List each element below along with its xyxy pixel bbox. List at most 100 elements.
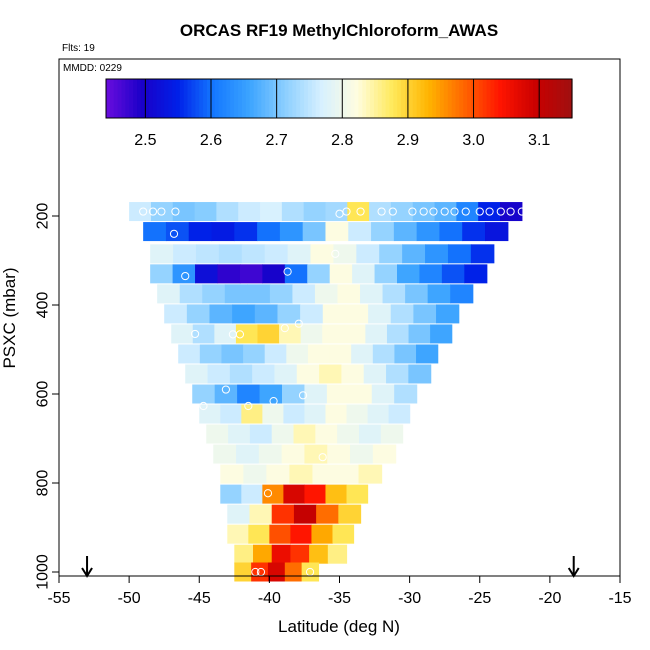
heat-cell (338, 504, 362, 524)
heat-cell (329, 264, 353, 284)
sample-point (294, 319, 303, 328)
heat-cell (293, 504, 317, 524)
colorbar-swatch (296, 79, 301, 118)
colorbar-swatch (397, 79, 402, 118)
heat-cell (402, 244, 426, 264)
heat-cell (216, 202, 239, 222)
colorbar-swatch (393, 79, 398, 118)
colorbar-swatch (230, 79, 235, 118)
x-tick-label: -30 (398, 590, 421, 607)
heat-cell (346, 484, 369, 504)
heat-cell (199, 344, 223, 364)
heat-cell (271, 544, 292, 564)
heat-cell (277, 304, 301, 324)
heat-cell (325, 222, 349, 242)
heat-cell (416, 222, 441, 242)
colorbar-swatch (529, 79, 534, 118)
heat-cell (150, 202, 174, 222)
heat-cell (425, 244, 449, 264)
heat-cell (281, 384, 306, 404)
colorbar-swatch (412, 79, 418, 118)
heat-cell (358, 424, 382, 444)
x-tick-label: -50 (118, 590, 141, 607)
heat-cell (296, 364, 320, 384)
sample-point (221, 385, 230, 394)
chart-title: ORCAS RF19 MethylChloroform_AWAS (180, 21, 498, 40)
heat-cell (171, 324, 194, 344)
heat-cell (371, 222, 395, 242)
heat-cell (257, 222, 281, 242)
heat-cell (207, 364, 231, 384)
sample-point (506, 207, 515, 216)
x-tick-label: -15 (608, 590, 631, 607)
sample-markers (139, 207, 526, 577)
colorbar-swatch (106, 79, 111, 118)
heat-cell (397, 264, 421, 284)
heat-cell (386, 324, 410, 344)
heat-cell (427, 284, 451, 304)
sample-point (429, 207, 438, 216)
heat-cell (214, 384, 238, 404)
colorbar-swatch (269, 79, 274, 118)
sample-point (157, 207, 166, 216)
y-tick-label: 200 (35, 203, 52, 230)
colorbar-swatch (354, 79, 360, 118)
heat-cell (262, 484, 284, 504)
heat-cell (405, 284, 429, 304)
heat-cell (327, 444, 351, 464)
colorbar-swatch (443, 79, 449, 118)
colorbar-swatch (183, 79, 189, 118)
sample-point (356, 207, 365, 216)
heat-cell (188, 222, 213, 242)
colorbar-swatch (121, 79, 127, 118)
heat-cell (290, 524, 313, 544)
heat-cell (243, 344, 266, 364)
colorbar-swatch (560, 79, 565, 118)
colorbar-swatch (272, 79, 278, 118)
colorbar-swatch (451, 79, 457, 118)
heat-cell (325, 484, 348, 504)
colorbar-swatch (137, 79, 142, 118)
heat-cell (309, 544, 329, 564)
sample-point (298, 391, 308, 400)
down-arrow-icon (567, 556, 580, 578)
sample-point (461, 207, 470, 216)
colorbar-swatch (175, 79, 181, 118)
heat-cell (371, 384, 395, 404)
colorbar-swatch (199, 79, 204, 118)
heat-cell (292, 284, 316, 304)
sample-point (148, 207, 158, 216)
heat-cell (229, 364, 253, 384)
heat-cell (129, 202, 152, 222)
heat-cell (456, 202, 479, 222)
heat-cell (394, 344, 417, 364)
heat-cell (416, 344, 439, 364)
colorbar-swatch (257, 79, 262, 118)
heat-cell (358, 464, 383, 484)
heat-cell (300, 304, 324, 324)
heat-cell (172, 202, 196, 222)
heat-cell (304, 444, 328, 464)
y-tick-label: 1000 (35, 554, 52, 590)
sample-point (517, 207, 526, 216)
heat-cell (249, 504, 273, 524)
heat-cell (293, 424, 316, 444)
sample-point (450, 207, 459, 216)
colorbar-swatch (548, 79, 554, 118)
colorbar-swatch (474, 79, 480, 118)
colorbar-swatch (513, 79, 519, 118)
heat-cell (333, 244, 357, 264)
colorbar-swatch (455, 79, 460, 118)
heat-cell (279, 324, 302, 344)
heat-cell (228, 424, 251, 444)
heat-cell (307, 344, 331, 364)
colorbar-swatch (300, 79, 305, 118)
heat-cell (178, 344, 201, 364)
x-tick-label: -40 (258, 590, 281, 607)
colorbar-swatch (311, 79, 317, 118)
heat-cell (311, 524, 334, 544)
heat-cell (408, 364, 432, 384)
heat-cell (243, 464, 267, 484)
colorbar-swatch (109, 79, 115, 118)
